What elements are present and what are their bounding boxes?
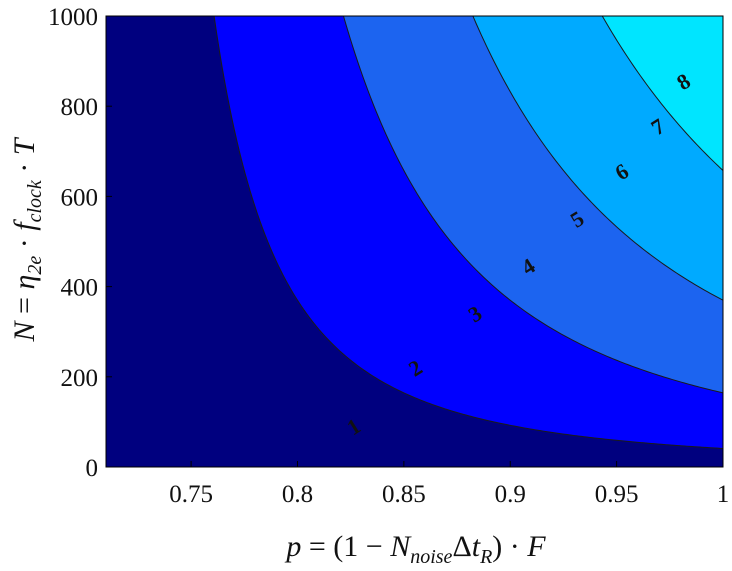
y-tick-label: 200 xyxy=(61,365,99,392)
contour-line-3 xyxy=(472,16,723,301)
contour-line-1 xyxy=(213,16,723,449)
y-tick-label: 0 xyxy=(86,455,99,482)
contour-band-4 xyxy=(602,16,723,171)
contour-band-5 xyxy=(106,0,732,4)
contour-fills xyxy=(106,0,732,467)
y-tick-label: 1000 xyxy=(48,4,98,31)
x-tick-label: 0.75 xyxy=(169,481,213,508)
contour-line-4 xyxy=(601,16,723,171)
plot-frame xyxy=(105,15,724,468)
contour-line-5 xyxy=(106,0,723,4)
x-tick-label: 0.95 xyxy=(595,481,639,508)
y-tick-label: 400 xyxy=(61,275,99,302)
contour-lines xyxy=(106,0,723,449)
x-tick-label: 0.9 xyxy=(495,481,526,508)
y-tick-label: 800 xyxy=(61,94,99,121)
x-tick-label: 0.8 xyxy=(282,481,313,508)
contour-line-2 xyxy=(342,16,723,394)
x-axis-title: p = (1 − NnoiseΔtR) · F xyxy=(284,530,546,568)
x-tick-label: 1 xyxy=(717,481,730,508)
y-axis-title: N = η2e · fclock · T xyxy=(8,136,46,342)
x-tick-label: 0.85 xyxy=(382,481,426,508)
y-tick-label: 600 xyxy=(61,184,99,211)
y-axis-ticks: 0 200 400 600 800 1000 xyxy=(48,4,112,482)
x-axis-ticks: 0.75 0.8 0.85 0.9 0.95 1 xyxy=(169,461,729,508)
